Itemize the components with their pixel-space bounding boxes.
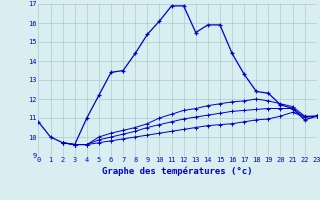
X-axis label: Graphe des températures (°c): Graphe des températures (°c) (102, 166, 253, 176)
